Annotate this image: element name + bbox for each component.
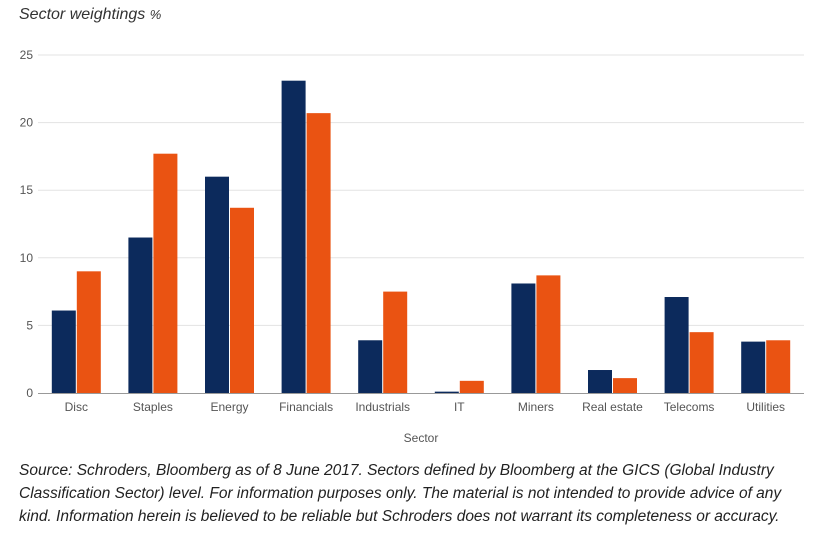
x-tick-label: Disc	[65, 400, 88, 414]
y-axis-ticks: 0 5 10 15 20 25	[20, 48, 34, 400]
x-axis-label: Sector	[404, 431, 439, 445]
bar-2	[306, 113, 331, 394]
bar-2	[459, 380, 484, 393]
bar-2	[536, 275, 561, 393]
gridlines	[38, 54, 804, 326]
chart-title-text: Sector weightings	[19, 6, 146, 23]
chart-unit: %	[149, 7, 162, 22]
bar-chart: 0 5 10 15 20 25 Disc Staples Energy Financials In…	[20, 48, 804, 445]
y-tick-label: 20	[20, 116, 34, 130]
bar-2	[383, 291, 408, 393]
source-note: Source: Schroders, Bloomberg as of 8 Jun…	[19, 462, 782, 525]
bar-1	[281, 80, 306, 394]
x-tick-label: Energy	[210, 400, 248, 414]
x-tick-label: Industrials	[355, 400, 410, 414]
x-tick-label: Miners	[518, 400, 554, 414]
bar-2	[689, 332, 714, 393]
bar-2	[766, 340, 791, 393]
bar-2	[153, 153, 178, 393]
y-tick-label: 25	[20, 48, 34, 62]
bar-1	[51, 310, 76, 393]
x-tick-label: Telecoms	[664, 400, 715, 414]
bar-2	[230, 207, 254, 393]
chart-title: Sector weightings %	[19, 6, 161, 24]
y-tick-label: 5	[26, 318, 33, 332]
x-tick-label: Staples	[133, 400, 173, 414]
y-tick-label: 0	[26, 386, 33, 400]
y-tick-label: 15	[20, 183, 34, 197]
bar-1	[664, 297, 689, 393]
bar-1	[358, 340, 383, 393]
x-tick-label: Financials	[279, 400, 333, 414]
bars	[51, 80, 791, 394]
x-axis-ticks: Disc Staples Energy Financials Industrials IT…	[65, 400, 785, 414]
y-tick-label: 10	[20, 251, 34, 265]
bar-1	[511, 283, 536, 393]
x-tick-label: Utilities	[746, 400, 785, 414]
bar-1	[128, 237, 153, 393]
bar-1	[205, 176, 229, 393]
bar-2	[613, 378, 637, 393]
bar-1	[741, 341, 766, 393]
bar-1	[434, 391, 459, 393]
bar-1	[588, 370, 612, 393]
x-tick-label: Real estate	[582, 400, 643, 414]
bar-2	[76, 271, 101, 393]
x-tick-label: IT	[454, 400, 465, 414]
